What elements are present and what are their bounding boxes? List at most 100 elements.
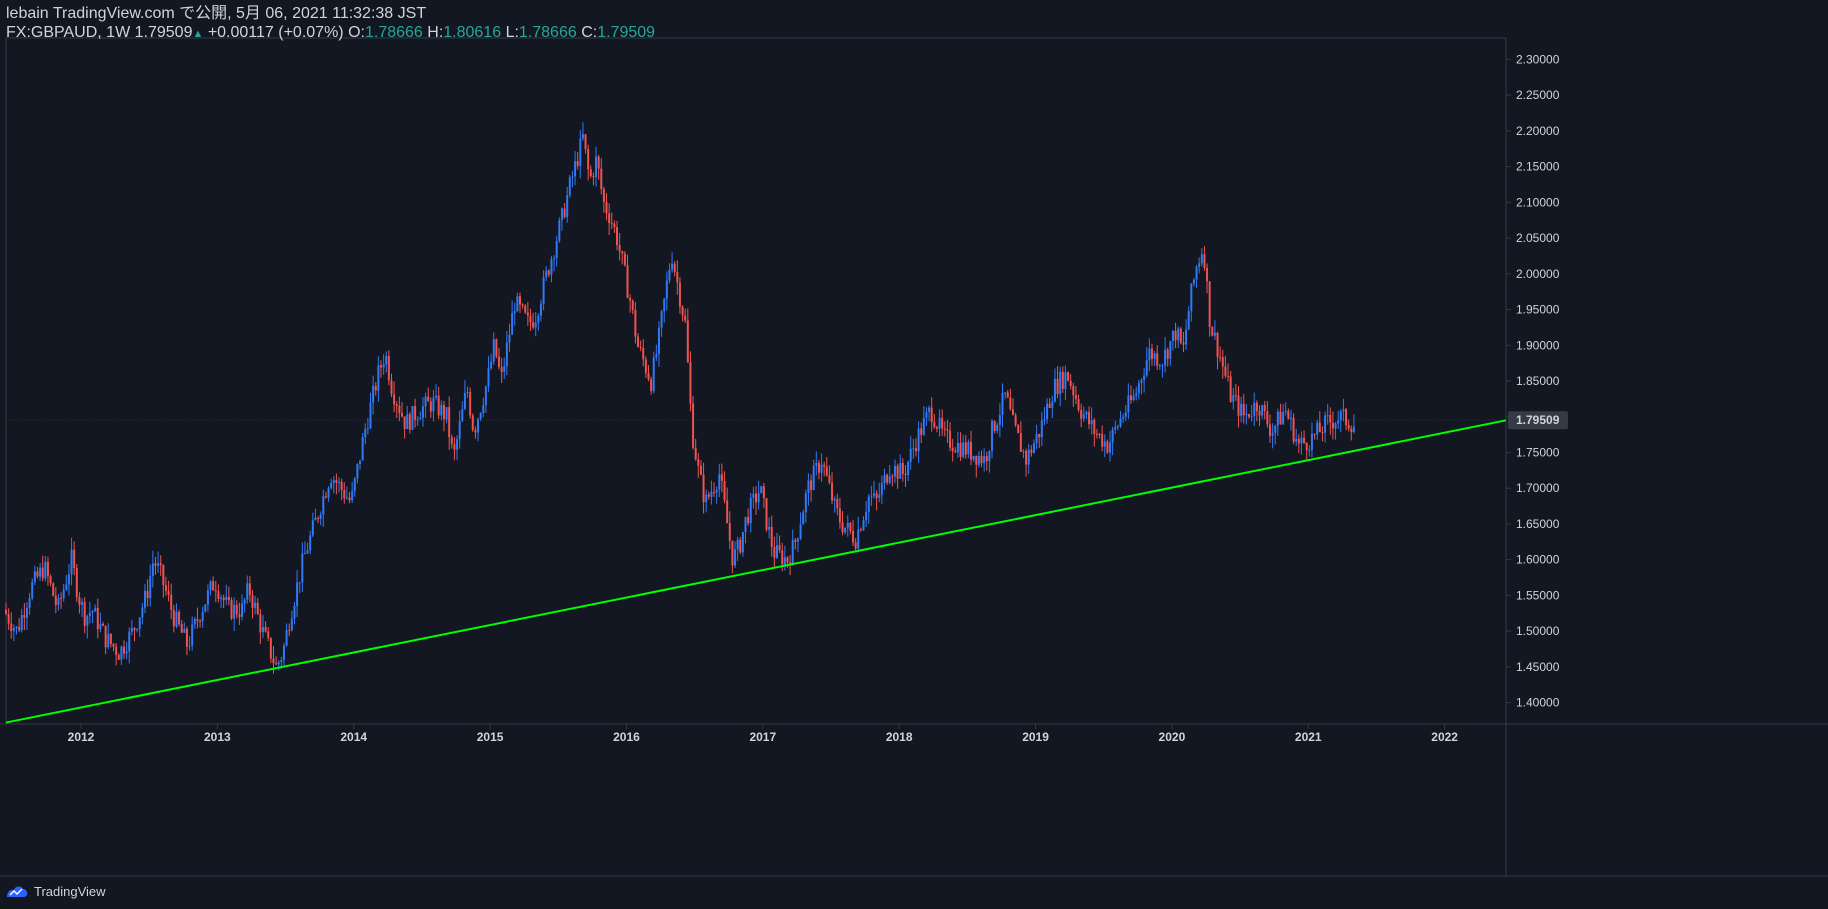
- candle-body: [1109, 442, 1112, 453]
- candle-body: [1242, 403, 1245, 416]
- y-tick-label: 2.15000: [1516, 160, 1560, 174]
- candle-body: [1103, 441, 1106, 447]
- candle-body: [665, 280, 668, 299]
- candle-body: [1064, 372, 1067, 389]
- candle-body: [668, 269, 671, 281]
- candle-body: [1208, 281, 1211, 328]
- candle-body: [841, 522, 844, 533]
- candle-body: [812, 465, 815, 491]
- axis-layer: 1.40000 1.45000 1.50000 1.55000 1.60000 1.650…: [68, 52, 1568, 744]
- candle-body: [246, 583, 249, 600]
- candle-body: [521, 304, 524, 306]
- candle-body: [760, 486, 763, 494]
- candle-body: [786, 557, 789, 563]
- candle-body: [597, 156, 600, 169]
- candle-body: [248, 583, 251, 596]
- y-tick-label: 1.40000: [1516, 696, 1560, 710]
- candle-body: [282, 645, 285, 660]
- candle-body: [115, 646, 118, 656]
- candle-body: [1051, 401, 1054, 408]
- candle-body: [338, 481, 341, 483]
- candle-body: [613, 223, 616, 228]
- candle-body: [1310, 433, 1313, 450]
- candle-body: [359, 460, 362, 464]
- candle-body: [529, 315, 532, 323]
- symbol-label: FX:GBPAUD, 1W: [6, 24, 131, 41]
- candle-body: [629, 297, 632, 301]
- last-price: 1.79509: [134, 24, 193, 41]
- candle-body: [1224, 366, 1227, 376]
- candle-body: [896, 465, 899, 479]
- candle-body: [1276, 411, 1279, 426]
- candle-body: [1027, 449, 1030, 465]
- candle-body: [303, 553, 306, 555]
- candle-body: [566, 195, 569, 218]
- candle-body: [893, 465, 896, 477]
- x-tick-label: 2015: [477, 730, 504, 744]
- candle-body: [1032, 443, 1035, 453]
- candle-body: [623, 253, 626, 266]
- candle-body: [723, 481, 726, 501]
- candle-body: [610, 223, 613, 225]
- candle-body: [815, 462, 818, 466]
- candle-body: [686, 320, 689, 362]
- candle-body: [1153, 353, 1156, 359]
- candle-body: [225, 596, 228, 600]
- candle-body: [739, 539, 742, 553]
- x-tick-label: 2017: [749, 730, 776, 744]
- candle-body: [621, 251, 624, 254]
- candle-body: [1219, 356, 1222, 358]
- candle-body: [726, 500, 729, 524]
- candle-body: [796, 538, 799, 542]
- candle-body: [1022, 450, 1025, 452]
- candle-body: [1274, 425, 1277, 433]
- candle-body: [1266, 411, 1269, 425]
- candle-body: [442, 404, 445, 420]
- candle-body: [498, 356, 501, 368]
- candle-body: [741, 531, 744, 553]
- candle-body: [482, 405, 485, 413]
- candle-body: [938, 417, 941, 429]
- candle-body: [532, 322, 535, 328]
- candle-body: [930, 407, 933, 423]
- candle-body: [998, 415, 1001, 425]
- candle-body: [60, 597, 63, 599]
- candle-body: [264, 627, 267, 632]
- candle-body: [1227, 375, 1230, 377]
- candle-body: [791, 539, 794, 565]
- candle-body: [904, 474, 907, 476]
- candle-body: [1019, 432, 1022, 452]
- footer-brand[interactable]: TradingView: [6, 884, 106, 899]
- candle-body: [1035, 434, 1038, 444]
- candle-body: [487, 368, 490, 387]
- candle-body: [1001, 393, 1004, 416]
- candle-body: [718, 474, 721, 490]
- candle-body: [191, 624, 194, 646]
- candle-body: [479, 412, 482, 420]
- candle-body: [154, 563, 157, 566]
- candle-body: [1182, 342, 1185, 345]
- candle-body: [1318, 422, 1321, 433]
- candle-body: [775, 545, 778, 558]
- candle-body: [36, 571, 39, 577]
- candle-body: [437, 395, 440, 416]
- candle-body: [411, 406, 414, 430]
- candle-body: [545, 270, 548, 278]
- candle-body: [626, 265, 629, 298]
- candle-body: [280, 659, 283, 663]
- candle-body: [1185, 329, 1188, 345]
- candle-body: [571, 176, 574, 178]
- candle-body: [1074, 395, 1077, 400]
- y-tick-label: 1.75000: [1516, 445, 1560, 459]
- candle-body: [306, 550, 309, 554]
- candle-body: [201, 611, 204, 622]
- candle-body: [1116, 426, 1119, 428]
- candle-body: [440, 404, 443, 416]
- candle-body: [387, 355, 390, 381]
- candle-body: [977, 455, 980, 465]
- candle-body: [574, 161, 577, 177]
- candle-body: [1114, 426, 1117, 430]
- candle-body: [18, 626, 21, 631]
